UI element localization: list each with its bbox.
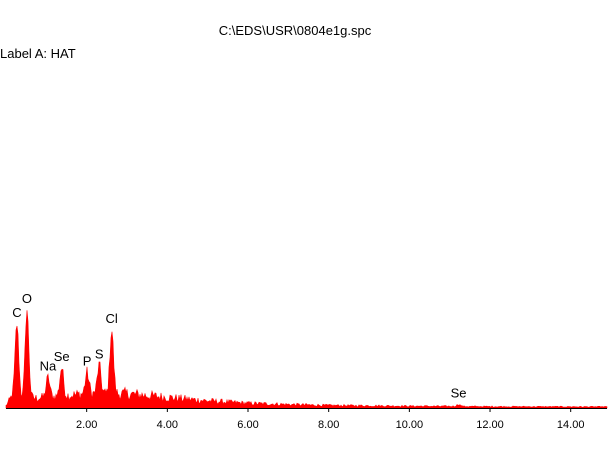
label-a: Label A: HAT: [0, 46, 76, 61]
peak-label-c: C: [12, 305, 21, 320]
x-tick-label: 6.00: [237, 419, 258, 431]
x-tick-label: 4.00: [157, 419, 178, 431]
peak-label-na: Na: [40, 358, 57, 373]
x-axis: 2.00 4.00 6.00 8.00 10.00 12.00 14.00: [6, 408, 607, 431]
x-tick-label: 14.00: [557, 419, 585, 431]
peak-label-se: Se: [54, 349, 70, 364]
x-tick-label: 12.00: [476, 419, 504, 431]
peak-label-se: Se: [451, 385, 467, 400]
spectrum-file-title: C:\EDS\USR\0804e1g.spc: [218, 23, 372, 38]
peak-label-s: S: [95, 347, 104, 362]
peak-label-o: O: [22, 291, 32, 306]
peak-label-cl: Cl: [106, 311, 118, 326]
x-tick-label: 8.00: [318, 419, 339, 431]
spectrum-area-layer: [5, 310, 608, 409]
x-tick-label: 10.00: [396, 419, 424, 431]
spectrum-series: [5, 310, 608, 409]
peak-label-p: P: [83, 354, 92, 369]
x-tick-label: 2.00: [76, 419, 97, 431]
